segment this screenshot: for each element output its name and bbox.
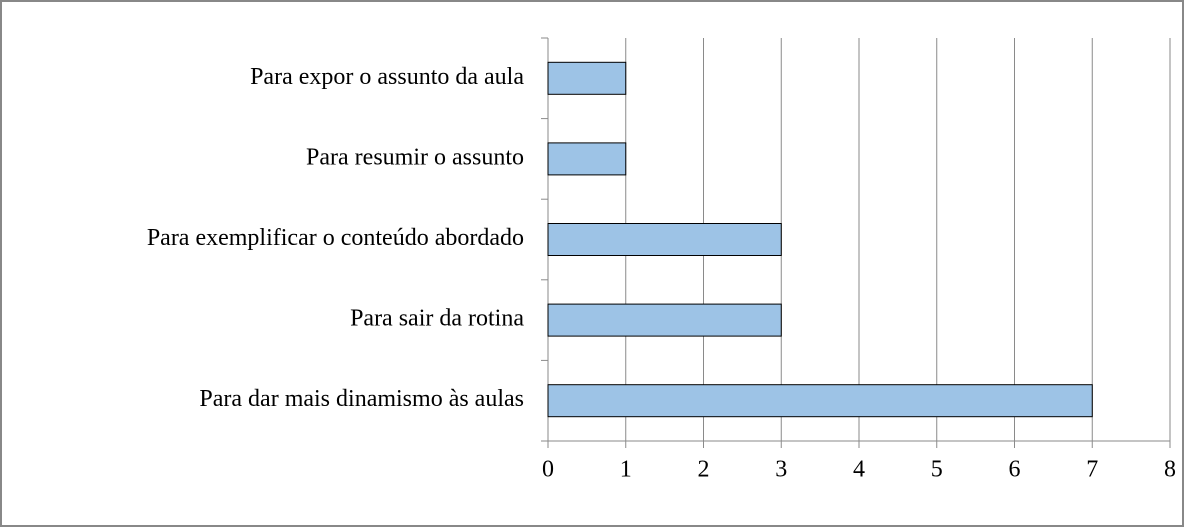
- x-tick-label: 7: [1086, 457, 1098, 483]
- x-tick-label: 8: [1164, 457, 1176, 483]
- bar: [547, 303, 782, 337]
- x-tick-label: 3: [775, 457, 787, 483]
- bar: [547, 223, 782, 256]
- y-tick-label: Para expor o assunto da aula: [250, 64, 524, 90]
- x-tick-label: 0: [542, 457, 554, 483]
- y-tick-label: Para resumir o assunto: [306, 144, 524, 170]
- bar: [547, 384, 1093, 418]
- y-tick-label: Para exemplificar o conteúdo abordado: [147, 225, 524, 251]
- bar: [547, 61, 627, 95]
- x-tick-label: 6: [1009, 457, 1021, 483]
- y-tick-label: Para dar mais dinamismo às aulas: [199, 386, 524, 412]
- y-tick-label: Para sair da rotina: [350, 306, 524, 332]
- x-tick-label: 4: [853, 457, 865, 483]
- x-tick-label: 2: [698, 457, 710, 483]
- x-tick-label: 1: [620, 457, 632, 483]
- bar: [547, 142, 627, 176]
- x-tick-label: 5: [931, 457, 943, 483]
